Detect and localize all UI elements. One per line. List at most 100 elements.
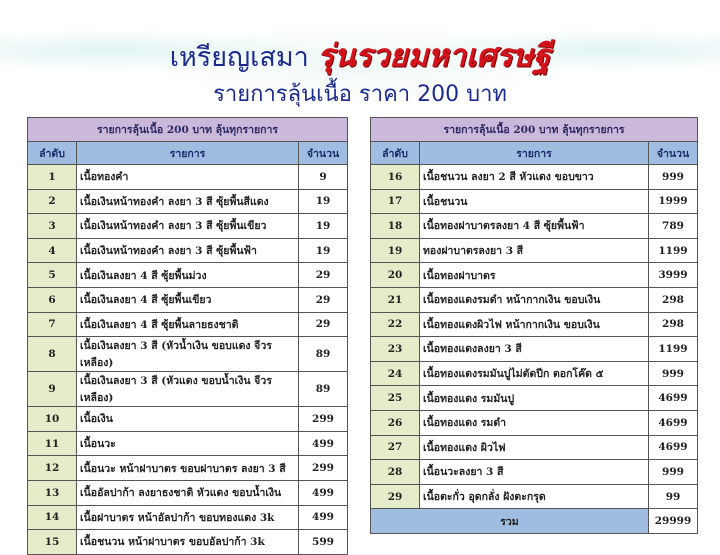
column-header: จำนวน bbox=[298, 141, 348, 165]
row-item: เนื้อเงิน bbox=[76, 406, 299, 432]
row-item: เนื้อเงินลงยา 4 สี ซุ้ยพื้นม่วง bbox=[76, 262, 299, 288]
total-label: รวม bbox=[370, 508, 649, 534]
table-row: 10 เนื้อเงิน 299 bbox=[27, 406, 348, 432]
row-item: ทองฝาบาตรลงยา 3 สี bbox=[419, 237, 649, 264]
row-item: เนื้อเงินลงยา 4 สี ซุ้ยพื้นเขียว bbox=[76, 286, 299, 313]
row-quantity: 1999 bbox=[648, 188, 698, 215]
table-row: 14 เนื้อฝาบาตร หน้าอัลปาก้า ขอบทองแดง 3k 4… bbox=[27, 504, 348, 531]
row-item: เนื้อชนวน bbox=[419, 188, 649, 215]
total-row: รวม 29999 bbox=[370, 508, 698, 534]
row-number: 12 bbox=[27, 455, 77, 481]
row-number: 22 bbox=[370, 311, 420, 338]
table-row: 9 เนื้อเงินลงยา 3 สี (หัวแดง ขอบน้ำเงิน จ… bbox=[27, 371, 348, 408]
column-header: ลำดับ bbox=[27, 141, 77, 165]
table-row: 25 เนื้อทองแดง รมมันปู 4699 bbox=[370, 385, 698, 411]
row-item: เนื้อชนวน ลงยา 2 สี หัวแดง ขอบขาว bbox=[419, 164, 649, 190]
row-number: 23 bbox=[370, 336, 420, 362]
row-quantity: 599 bbox=[298, 529, 348, 555]
column-header: ลำดับ bbox=[370, 141, 420, 165]
table-row: 27 เนื้อทองแดง ผิวไฟ 4699 bbox=[370, 434, 698, 461]
row-item: เนื้อทองฝาบาตรลงยา 4 สี ซุ้ยพื้นฟ้า bbox=[419, 213, 649, 239]
prize-table-right: รายการลุ้นเนื้อ 200 บาท ลุ้นทุกรายการ ลำด… bbox=[370, 117, 698, 534]
row-number: 13 bbox=[27, 479, 77, 506]
row-item: เนื้อเงินหน้าทองคำ ลงยา 3 สี ซุ้ยพื้นสีแ… bbox=[76, 188, 299, 215]
row-quantity: 999 bbox=[648, 360, 698, 387]
table-row: 18 เนื้อทองฝาบาตรลงยา 4 สี ซุ้ยพื้นฟ้า 789 bbox=[370, 213, 698, 239]
row-quantity: 9 bbox=[298, 164, 348, 190]
row-number: 7 bbox=[27, 311, 77, 338]
row-quantity: 4699 bbox=[648, 385, 698, 411]
column-header: รายการ bbox=[76, 141, 299, 165]
title-highlight: รุ่นรวยมหาเศรษฐี bbox=[317, 38, 551, 74]
row-quantity: 4699 bbox=[648, 409, 698, 436]
row-quantity: 299 bbox=[298, 406, 348, 432]
row-item: เนื้อนวะ bbox=[76, 430, 299, 457]
row-quantity: 19 bbox=[298, 213, 348, 239]
row-item: เนื้ออัลปาก้า ลงยาธงชาติ หัวแดง ขอบน้ำเง… bbox=[76, 479, 299, 506]
table-row: 13 เนื้ออัลปาก้า ลงยาธงชาติ หัวแดง ขอบน้ำ… bbox=[27, 479, 348, 506]
row-item: เนื้อทองฝาบาตร bbox=[419, 262, 649, 288]
column-header: รายการ bbox=[419, 141, 649, 165]
row-number: 14 bbox=[27, 504, 77, 531]
table-header-row: ลำดับ รายการ จำนวน bbox=[370, 141, 698, 165]
table-header-row: ลำดับ รายการ จำนวน bbox=[27, 141, 348, 165]
row-item: เนื้อเงินหน้าทองคำ ลงยา 3 สี ซุ้ยพื้นฟ้า bbox=[76, 237, 299, 264]
table-row: 28 เนื้อนวะลงยา 3 สี 999 bbox=[370, 459, 698, 485]
table-row: 3 เนื้อเงินหน้าทองคำ ลงยา 3 สี ซุ้ยพื้นเข… bbox=[27, 213, 348, 239]
row-quantity: 499 bbox=[298, 479, 348, 506]
row-item: เนื้อนวะ หน้าฝาบาตร ขอบฝาบาตร ลงยา 3 สี bbox=[76, 455, 299, 481]
row-item: เนื้อตะกั่ว อุดกลั่ง ฝังตะกรุด bbox=[419, 483, 649, 510]
row-item: เนื้อนวะลงยา 3 สี bbox=[419, 459, 649, 485]
row-quantity: 99 bbox=[648, 483, 698, 510]
row-number: 29 bbox=[370, 483, 420, 510]
row-number: 2 bbox=[27, 188, 77, 215]
row-quantity: 4699 bbox=[648, 434, 698, 461]
table-row: 26 เนื้อทองแดง รมดำ 4699 bbox=[370, 409, 698, 436]
table-row: 21 เนื้อทองแดงรมดำ หน้ากากเงิน ขอบเงิน 298 bbox=[370, 286, 698, 313]
row-item: เนื้อชนวน หน้าฝาบาตร ขอบอัลปาก้า 3k bbox=[76, 529, 299, 555]
page-subtitle: รายการลุ้นเนื้อ ราคา 200 บาท bbox=[213, 82, 507, 107]
row-number: 16 bbox=[370, 164, 420, 190]
row-item: เนื้อทองแดง รมดำ bbox=[419, 409, 649, 436]
row-item: เนื้อทองแดงผิวไฟ หน้ากากเงิน ขอบเงิน bbox=[419, 311, 649, 338]
title-prefix: เหรียญเสมา bbox=[169, 42, 309, 73]
table-row: 19 ทองฝาบาตรลงยา 3 สี 1199 bbox=[370, 237, 698, 264]
row-item: เนื้อทองแดง รมมันปู bbox=[419, 385, 649, 411]
table-row: 8 เนื้อเงินลงยา 3 สี (หัวน้ำเงิน ขอบแดง จ… bbox=[27, 336, 348, 373]
row-number: 18 bbox=[370, 213, 420, 239]
row-quantity: 29 bbox=[298, 262, 348, 288]
table-row: 20 เนื้อทองฝาบาตร 3999 bbox=[370, 262, 698, 288]
row-number: 27 bbox=[370, 434, 420, 461]
page-title: เหรียญเสมา รุ่นรวยมหาเศรษฐี bbox=[0, 30, 720, 80]
row-item: เนื้อทองแดงลงยา 3 สี bbox=[419, 336, 649, 362]
table-row: 23 เนื้อทองแดงลงยา 3 สี 1199 bbox=[370, 336, 698, 362]
row-quantity: 298 bbox=[648, 286, 698, 313]
row-item: เนื้อเงินหน้าทองคำ ลงยา 3 สี ซุ้ยพื้นเขี… bbox=[76, 213, 299, 239]
table-caption-row: รายการลุ้นเนื้อ 200 บาท ลุ้นทุกรายการ bbox=[27, 117, 348, 142]
row-item: เนื้อเงินลงยา 4 สี ซุ้ยพื้นลายธงชาติ bbox=[76, 311, 299, 338]
row-number: 17 bbox=[370, 188, 420, 215]
table-row: 22 เนื้อทองแดงผิวไฟ หน้ากากเงิน ขอบเงิน 29… bbox=[370, 311, 698, 338]
table-caption: รายการลุ้นเนื้อ 200 บาท ลุ้นทุกรายการ bbox=[370, 117, 698, 142]
row-quantity: 19 bbox=[298, 237, 348, 264]
row-number: 28 bbox=[370, 459, 420, 485]
row-item: เนื้อทองแดงรมมันปูไม่ตัดปีก ตอกโค๊ด ๕ bbox=[419, 360, 649, 387]
row-quantity: 3999 bbox=[648, 262, 698, 288]
row-number: 25 bbox=[370, 385, 420, 411]
row-number: 5 bbox=[27, 262, 77, 288]
row-quantity: 89 bbox=[298, 336, 348, 373]
row-item: เนื้อเงินลงยา 3 สี (หัวแดง ขอบน้ำเงิน จี… bbox=[76, 371, 299, 408]
row-quantity: 999 bbox=[648, 164, 698, 190]
row-quantity: 19 bbox=[298, 188, 348, 215]
row-number: 3 bbox=[27, 213, 77, 239]
row-number: 11 bbox=[27, 430, 77, 457]
table-row: 7 เนื้อเงินลงยา 4 สี ซุ้ยพื้นลายธงชาติ 29 bbox=[27, 311, 348, 338]
row-quantity: 499 bbox=[298, 430, 348, 457]
row-item: เนื้อทองคำ bbox=[76, 164, 299, 190]
row-number: 1 bbox=[27, 164, 77, 190]
table-row: 5 เนื้อเงินลงยา 4 สี ซุ้ยพื้นม่วง 29 bbox=[27, 262, 348, 288]
row-number: 9 bbox=[27, 371, 77, 408]
table-row: 2 เนื้อเงินหน้าทองคำ ลงยา 3 สี ซุ้ยพื้นสี… bbox=[27, 188, 348, 215]
row-number: 6 bbox=[27, 286, 77, 313]
